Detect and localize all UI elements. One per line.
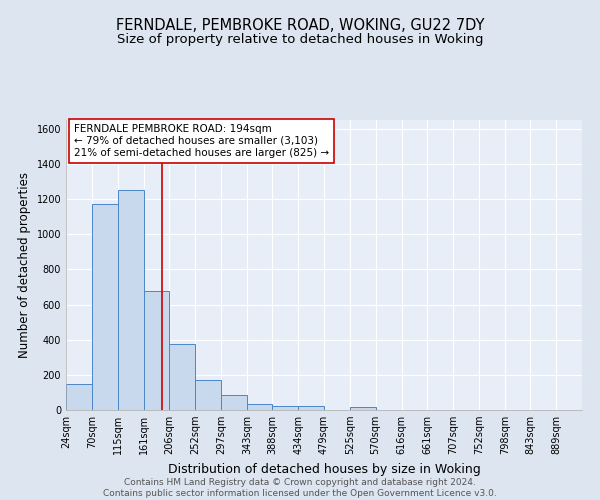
Bar <box>66 384 92 410</box>
Bar <box>221 395 247 410</box>
Text: FERNDALE PEMBROKE ROAD: 194sqm
← 79% of detached houses are smaller (3,103)
21% : FERNDALE PEMBROKE ROAD: 194sqm ← 79% of … <box>74 124 329 158</box>
Bar <box>272 406 298 410</box>
X-axis label: Distribution of detached houses by size in Woking: Distribution of detached houses by size … <box>167 462 481 475</box>
Bar <box>247 404 272 410</box>
Bar <box>298 406 324 410</box>
Bar <box>169 344 195 410</box>
Bar <box>92 204 118 410</box>
Bar <box>195 380 221 410</box>
Bar <box>118 190 143 410</box>
Bar <box>143 292 169 410</box>
Text: Contains HM Land Registry data © Crown copyright and database right 2024.
Contai: Contains HM Land Registry data © Crown c… <box>103 478 497 498</box>
Bar <box>350 408 376 410</box>
Text: FERNDALE, PEMBROKE ROAD, WOKING, GU22 7DY: FERNDALE, PEMBROKE ROAD, WOKING, GU22 7D… <box>116 18 484 32</box>
Text: Size of property relative to detached houses in Woking: Size of property relative to detached ho… <box>117 32 483 46</box>
Y-axis label: Number of detached properties: Number of detached properties <box>18 172 31 358</box>
